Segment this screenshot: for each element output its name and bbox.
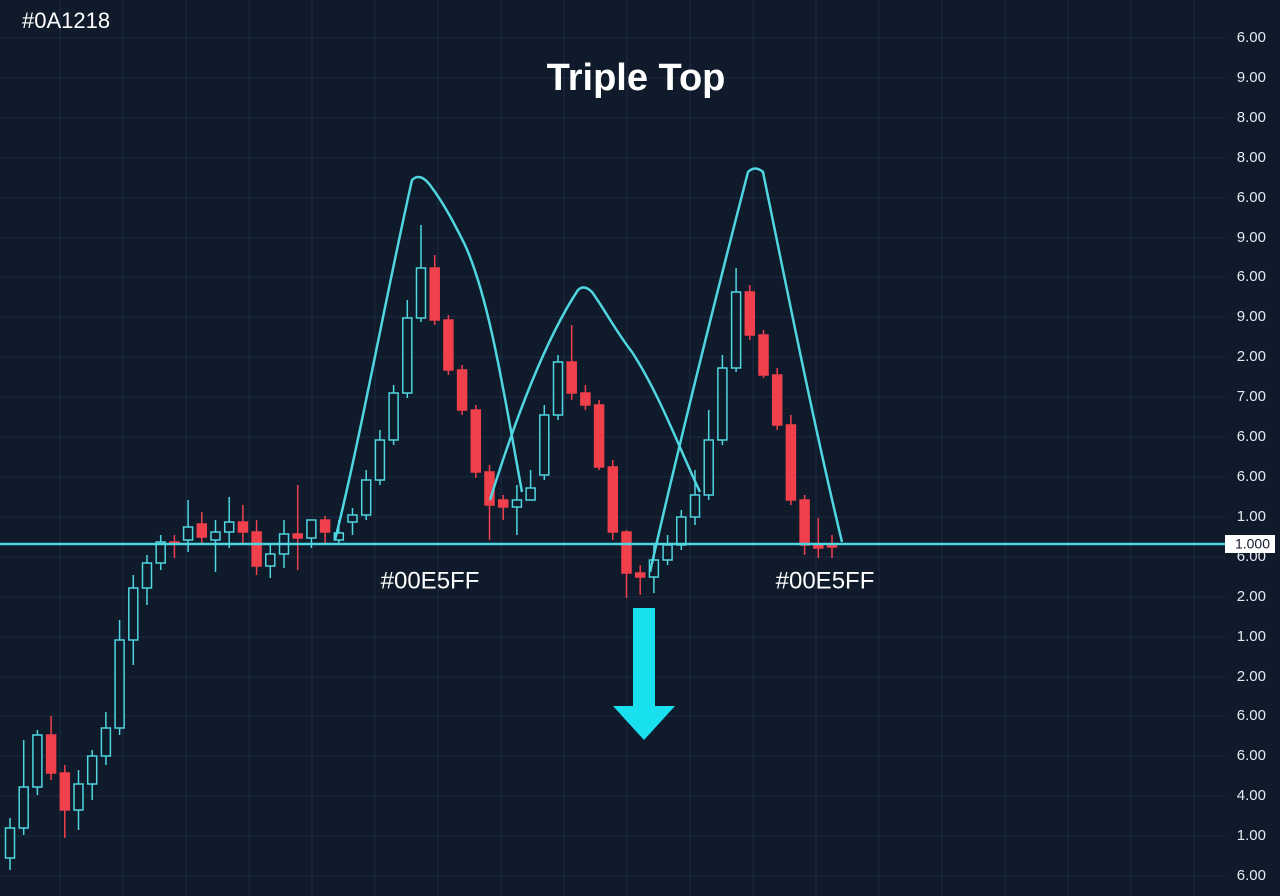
candle-body [114, 639, 125, 729]
candle-body [141, 562, 153, 589]
candle-body [580, 392, 591, 406]
candle-body [525, 487, 536, 501]
y-tick-label: 2.00 [1237, 348, 1266, 365]
candle-body [758, 334, 769, 376]
candle-body [196, 523, 208, 538]
y-tick-label: 2.00 [1237, 588, 1266, 605]
candle-body [251, 531, 262, 567]
candle-body [621, 531, 632, 574]
candle-body [59, 772, 71, 811]
candle-body [223, 521, 235, 533]
y-tick-label: 2.00 [1237, 668, 1266, 685]
peak-outline [488, 286, 702, 501]
candle-body [634, 572, 646, 578]
y-tick-label: 6.00 [1237, 867, 1266, 884]
candle-body [306, 519, 317, 539]
horizontal-grid: 6.00 1.00 4.00 6.00 6.00 2.00 1.00 2.00 6.00 1.00… [0, 29, 1266, 884]
candle-body [415, 267, 427, 319]
candle-body [210, 531, 221, 541]
candle-body [703, 439, 714, 496]
candle-body [689, 494, 701, 518]
candle-body [86, 755, 98, 785]
candle-body [607, 466, 619, 533]
candle-body [497, 499, 509, 508]
candle-body [470, 409, 482, 473]
candle-body [18, 786, 29, 829]
peak-outline [333, 175, 524, 541]
candle-body [539, 414, 550, 476]
corner-label: #0A1218 [22, 8, 110, 33]
y-tick-label: 6.00 [1237, 189, 1266, 206]
down-arrow [613, 608, 675, 740]
candle-body [347, 514, 358, 523]
support: 1.000 [0, 535, 1275, 553]
candle-body [785, 424, 797, 501]
candle-body [456, 369, 468, 411]
candle-body [388, 392, 399, 441]
y-tick-label: 1.00 [1237, 827, 1266, 844]
y-tick-label: 6.00 [1237, 468, 1266, 485]
candle-body [374, 439, 386, 481]
candle-body [511, 499, 523, 508]
candle-body [717, 367, 728, 441]
y-tick-label: 8.00 [1237, 149, 1266, 166]
y-tick-label: 7.00 [1237, 388, 1266, 405]
candle-body [360, 479, 372, 516]
candle-body [45, 734, 57, 774]
annotation: #00E5FF [776, 567, 875, 594]
candle-body [799, 499, 810, 546]
candle-body [771, 374, 783, 426]
candle-body [100, 727, 112, 757]
candle-body [292, 533, 303, 539]
y-tick-label: 4.00 [1237, 787, 1266, 804]
candle-body [730, 291, 742, 369]
candle-body [4, 827, 16, 859]
y-tick-label: 9.00 [1237, 229, 1266, 246]
candle-body [566, 361, 577, 394]
candle-body [443, 319, 454, 371]
y-tick-label: 6.00 [1237, 268, 1266, 285]
support-label-box [1225, 535, 1275, 553]
annotation: #00E5FF [381, 567, 480, 594]
y-tick-label: 9.00 [1237, 308, 1266, 325]
y-tick-label: 6.00 [1237, 29, 1266, 46]
y-tick-label: 9.00 [1237, 69, 1266, 86]
candle-body [319, 519, 331, 533]
y-tick-label: 6.00 [1237, 747, 1266, 764]
chart-title: Triple Top [547, 57, 726, 99]
candle-body [676, 516, 687, 546]
candle-body [552, 361, 564, 416]
y-tick-label: 1.00 [1237, 508, 1266, 525]
y-tick-label: 6.00 [1237, 428, 1266, 445]
peak-outline [648, 167, 844, 573]
support-label: 1.000 [1235, 536, 1270, 552]
candle-body [73, 783, 84, 811]
candle-body [128, 587, 139, 641]
candle-body [182, 526, 194, 541]
candle-body [402, 317, 413, 394]
candle-body [237, 521, 249, 533]
pattern-outlines [333, 167, 844, 573]
vertical-grid [59, 0, 1195, 896]
candles [4, 225, 838, 870]
candle-body [813, 544, 824, 549]
candle-body [32, 734, 43, 788]
candle-body [265, 553, 276, 567]
candle-body [593, 404, 605, 468]
candle-body [333, 532, 345, 541]
y-tick-label: 1.00 [1237, 628, 1266, 645]
candle-body [429, 267, 440, 321]
y-tick-label: 6.00 [1237, 707, 1266, 724]
candle-body [744, 291, 756, 336]
candle-body [662, 544, 673, 561]
y-tick-label: 8.00 [1237, 109, 1266, 126]
candle-body [826, 544, 838, 548]
candle-body [155, 541, 166, 564]
